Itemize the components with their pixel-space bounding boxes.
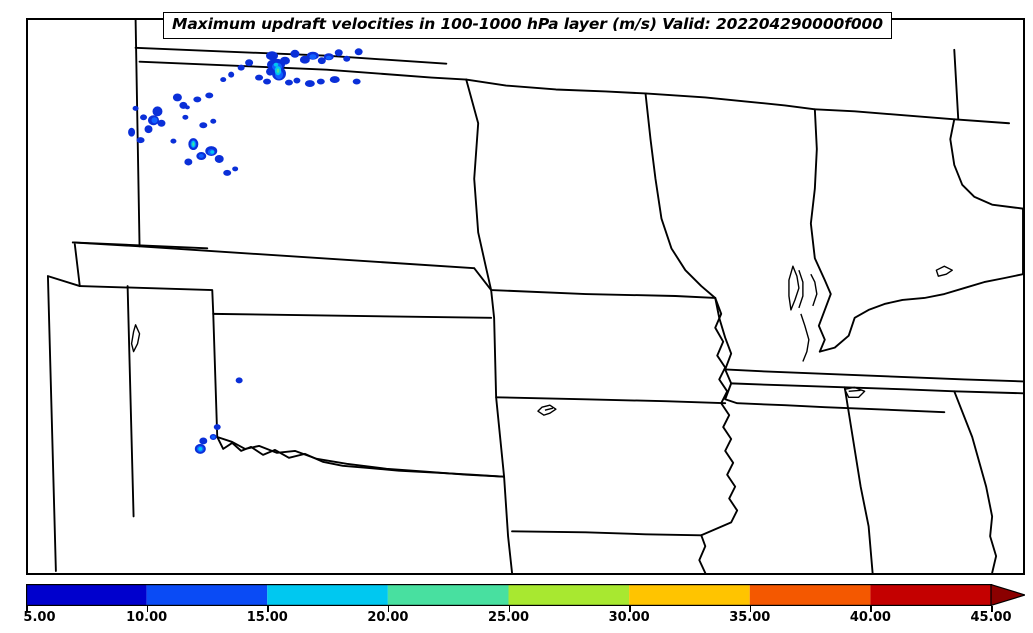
plot-title-box: Maximum updraft velocities in 100-1000 h… [163, 12, 892, 39]
colorbar-tick [629, 606, 631, 612]
colorbar-tick-label: 30.00 [608, 610, 650, 625]
plot-title: Maximum updraft velocities in 100-1000 h… [172, 15, 883, 33]
colorbar-band-spring-green [387, 584, 509, 606]
colorbar-tick-label: 10.00 [126, 610, 168, 625]
colorbar-tick-label: 15.00 [246, 610, 288, 625]
colorbar-band-orange-red [749, 584, 871, 606]
colorbar-tick [267, 606, 269, 612]
state-boundaries [46, 20, 1023, 573]
colorbar-band-gold [629, 584, 750, 606]
colorbar-tick [146, 606, 149, 612]
updraft-cells-scattered [184, 105, 243, 454]
map-panel [26, 18, 1025, 575]
colorbar-tick [991, 606, 993, 612]
map-canvas [46, 20, 1023, 573]
colorbar-tick [26, 606, 28, 612]
colorbar-band-dark-red [870, 584, 991, 606]
updraft-cluster-west [128, 92, 239, 176]
colorbar-tick-label: 35.00 [729, 610, 771, 625]
colorbar-tick [387, 606, 390, 612]
colorbar-band-yellow-green [508, 584, 630, 606]
colorbar-ticks: 5.00 10.00 15.00 20.00 25.00 30.00 35.00 40.00 4… [23, 606, 1025, 632]
colorbar-bands [26, 584, 991, 606]
colorbar-tick-label: 5.00 [23, 610, 56, 625]
updraft-cluster-north [220, 48, 363, 88]
colorbar-band-dark-blue [26, 584, 147, 606]
colorbar-tick-label: 45.00 [970, 610, 1012, 625]
colorbar: 5.00 10.00 15.00 20.00 25.00 30.00 35.00 40.00 4… [23, 584, 1025, 633]
colorbar-extend-arrow [990, 584, 1025, 606]
updraft-cells-scattered-core [198, 447, 203, 451]
colorbar-band-blue [146, 584, 268, 606]
colorbar-band-cyan [267, 584, 388, 606]
colorbar-tick-label: 20.00 [367, 610, 409, 625]
colorbar-tick-label: 40.00 [849, 610, 891, 625]
colorbar-gradient [26, 584, 1025, 606]
colorbar-tick [749, 606, 752, 612]
colorbar-tick [870, 606, 872, 612]
colorbar-tick [508, 606, 511, 612]
colorbar-tick-label: 25.00 [487, 610, 530, 625]
lake-features [130, 265, 953, 416]
updraft-velocity-field [128, 48, 363, 454]
